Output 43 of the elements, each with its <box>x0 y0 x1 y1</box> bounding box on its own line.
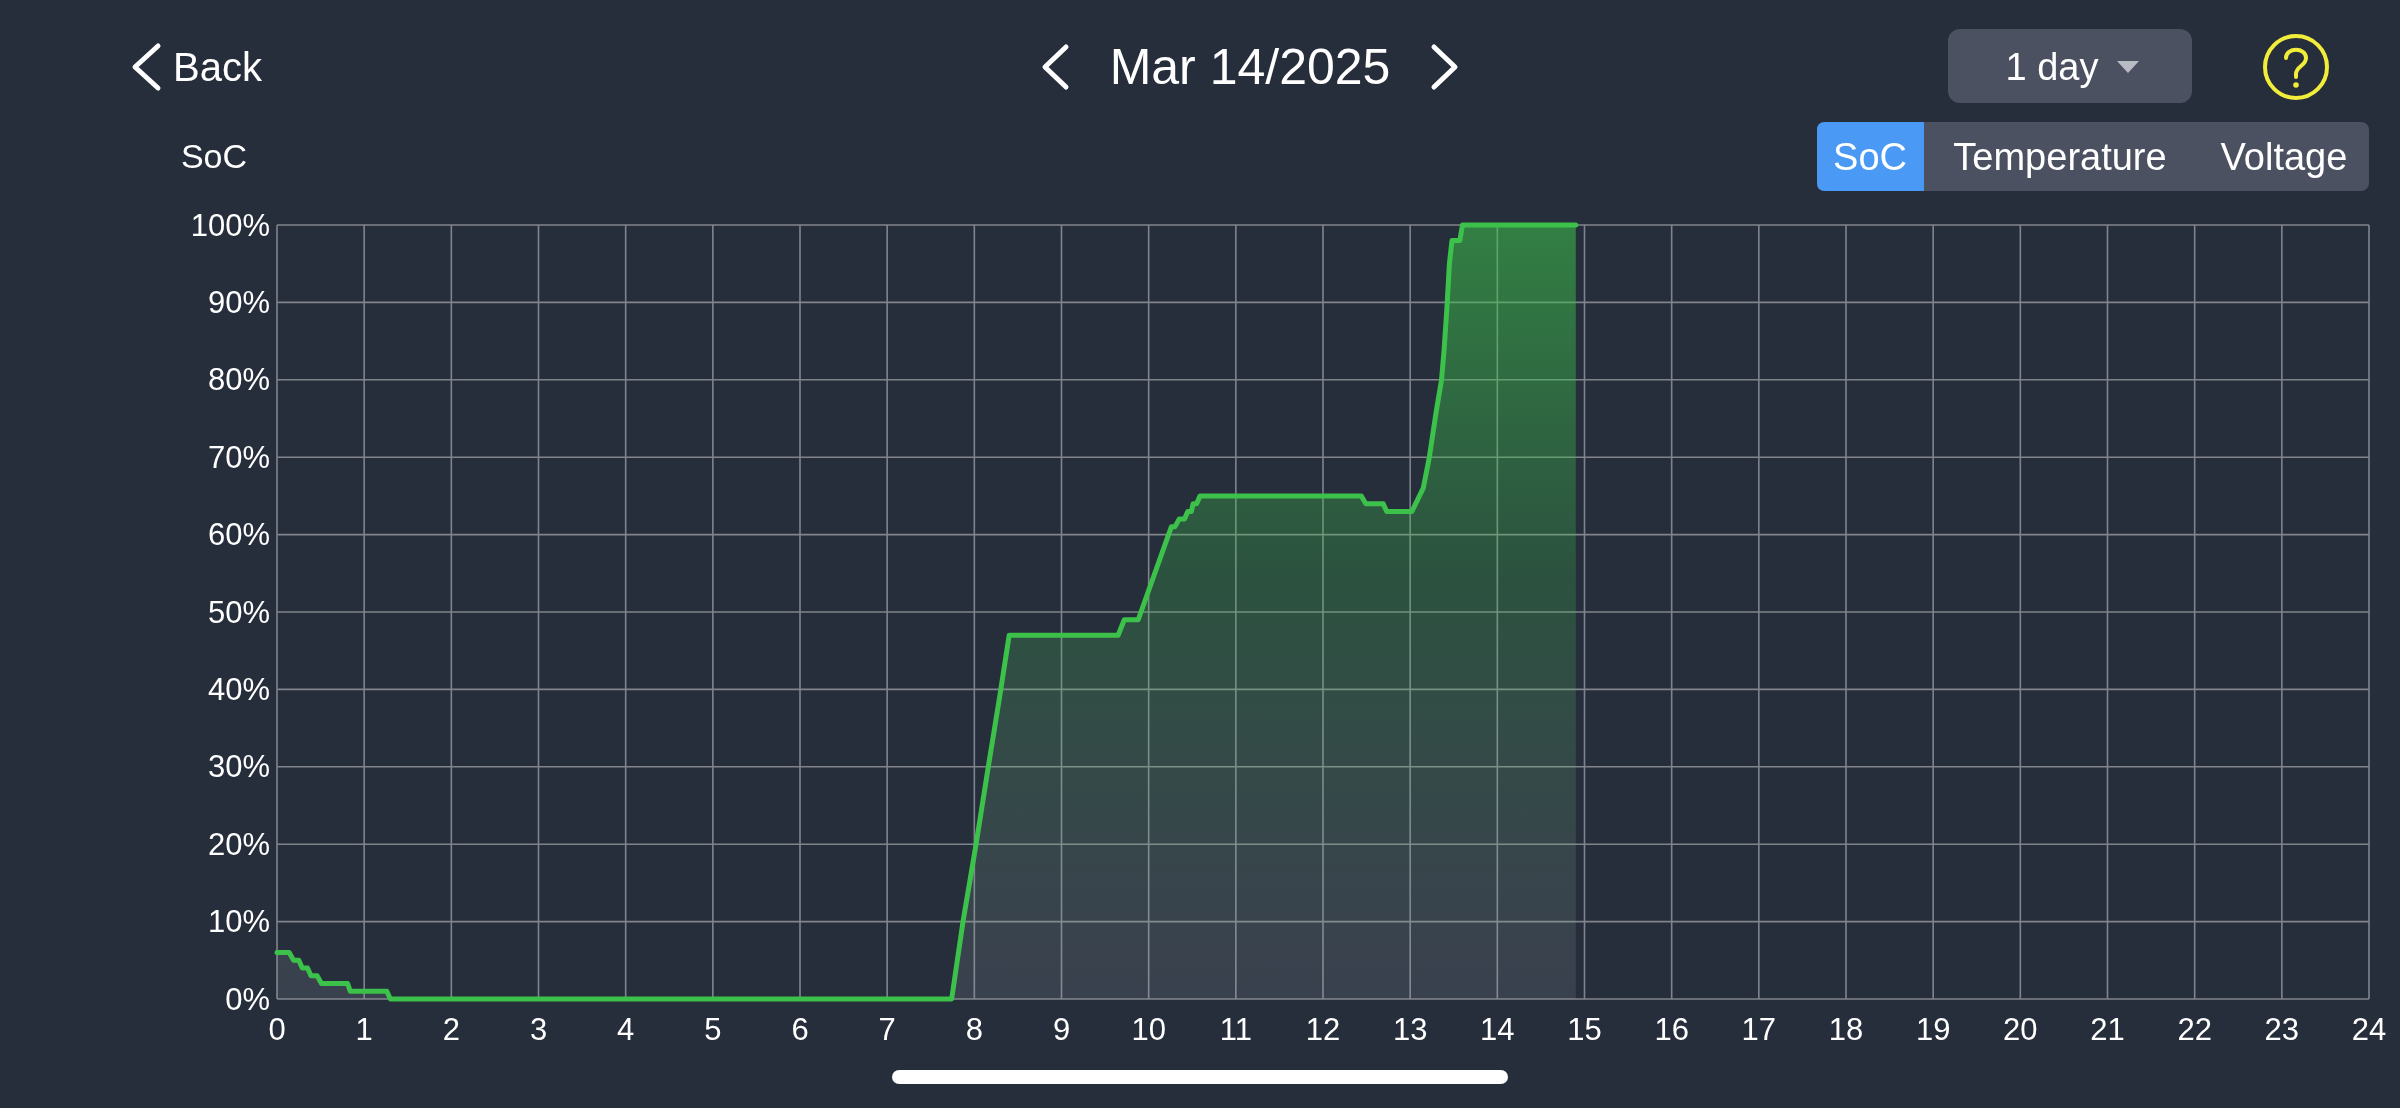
y-tick-label: 40% <box>207 671 270 707</box>
x-tick-label: 12 <box>1305 1011 1341 1047</box>
x-tick-label: 20 <box>2003 1011 2038 1047</box>
text: Temperature <box>1953 136 2167 178</box>
text: SoC <box>1833 136 1907 178</box>
x-tick-label: 1 <box>355 1011 373 1047</box>
x-tick-label: 2 <box>442 1011 460 1047</box>
chart-title: Mar 14/2025 <box>1109 39 1391 95</box>
y-tick-label: 20% <box>207 826 270 862</box>
y-axis-title: SoC <box>180 137 248 175</box>
x-tick-label: 18 <box>1828 1011 1864 1047</box>
x-tick-label: 4 <box>617 1011 635 1047</box>
x-tick-label: 16 <box>1654 1011 1689 1047</box>
x-tick-label: 23 <box>2264 1011 2300 1047</box>
x-tick-label: 14 <box>1480 1011 1515 1047</box>
x-tick-label: 21 <box>2090 1011 2125 1047</box>
x-tick-label: 9 <box>1052 1011 1071 1047</box>
x-tick-label: 24 <box>2351 1011 2387 1047</box>
y-tick-label: 10% <box>207 904 270 940</box>
text: Voltage <box>2220 136 2348 178</box>
x-tick-label: 19 <box>1915 1011 1951 1047</box>
x-tick-label: 6 <box>791 1011 809 1047</box>
y-tick-label: 50% <box>207 594 270 630</box>
y-tick-label: 80% <box>207 362 270 398</box>
y-tick-label: 0% <box>225 981 270 1017</box>
y-tick-label: 90% <box>207 284 270 320</box>
x-tick-label: 13 <box>1392 1011 1428 1047</box>
x-tick-label: 10 <box>1131 1011 1166 1047</box>
x-tick-label: 15 <box>1567 1011 1602 1047</box>
x-tick-label: 8 <box>965 1011 983 1047</box>
x-tick-label: 11 <box>1219 1011 1252 1047</box>
x-tick-label: 17 <box>1741 1011 1777 1047</box>
y-tick-label: 100% <box>190 207 270 243</box>
y-tick-label: 60% <box>207 517 270 553</box>
x-tick-label: 3 <box>529 1011 548 1047</box>
y-tick-label: 70% <box>207 439 270 475</box>
x-tick-label: 0 <box>268 1011 286 1047</box>
text: 1 day <box>2005 46 2099 88</box>
y-tick-label: 30% <box>207 749 270 785</box>
x-tick-label: 7 <box>878 1011 896 1047</box>
x-tick-label: 5 <box>704 1011 722 1047</box>
x-tick-label: 22 <box>2177 1011 2212 1047</box>
text: Back <box>173 45 263 89</box>
